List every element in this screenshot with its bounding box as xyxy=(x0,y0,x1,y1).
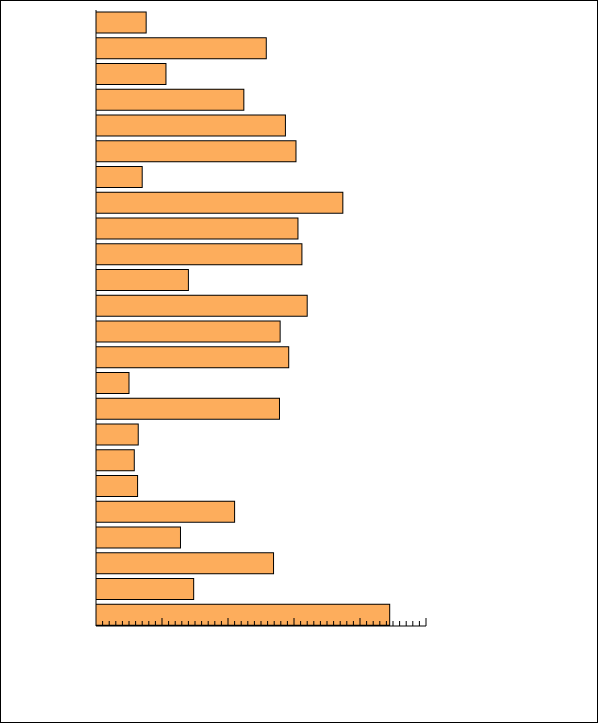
bar-8 xyxy=(95,191,344,214)
bar-24 xyxy=(95,603,391,626)
bar-4 xyxy=(95,88,245,111)
x-axis-ticks xyxy=(95,618,427,626)
bar-15 xyxy=(95,372,130,394)
bar-16 xyxy=(95,397,280,420)
bar-3 xyxy=(95,63,167,85)
bar-23 xyxy=(95,578,195,600)
bar-20 xyxy=(95,500,236,523)
bar-7 xyxy=(95,166,143,188)
bar-22 xyxy=(95,552,275,575)
bar-9 xyxy=(95,217,299,240)
bar-2 xyxy=(95,37,267,60)
bar-14 xyxy=(95,346,290,369)
bar-17 xyxy=(95,423,139,446)
bar-series xyxy=(95,11,391,626)
bar-19 xyxy=(95,475,139,497)
bar-11 xyxy=(95,269,189,291)
bar-6 xyxy=(95,140,297,163)
bar-10 xyxy=(95,243,303,266)
bar-21 xyxy=(95,526,181,549)
bar-13 xyxy=(95,320,281,343)
bar-1 xyxy=(95,11,147,34)
bar-18 xyxy=(95,449,135,472)
bar-5 xyxy=(95,114,286,137)
bar-12 xyxy=(95,294,308,317)
